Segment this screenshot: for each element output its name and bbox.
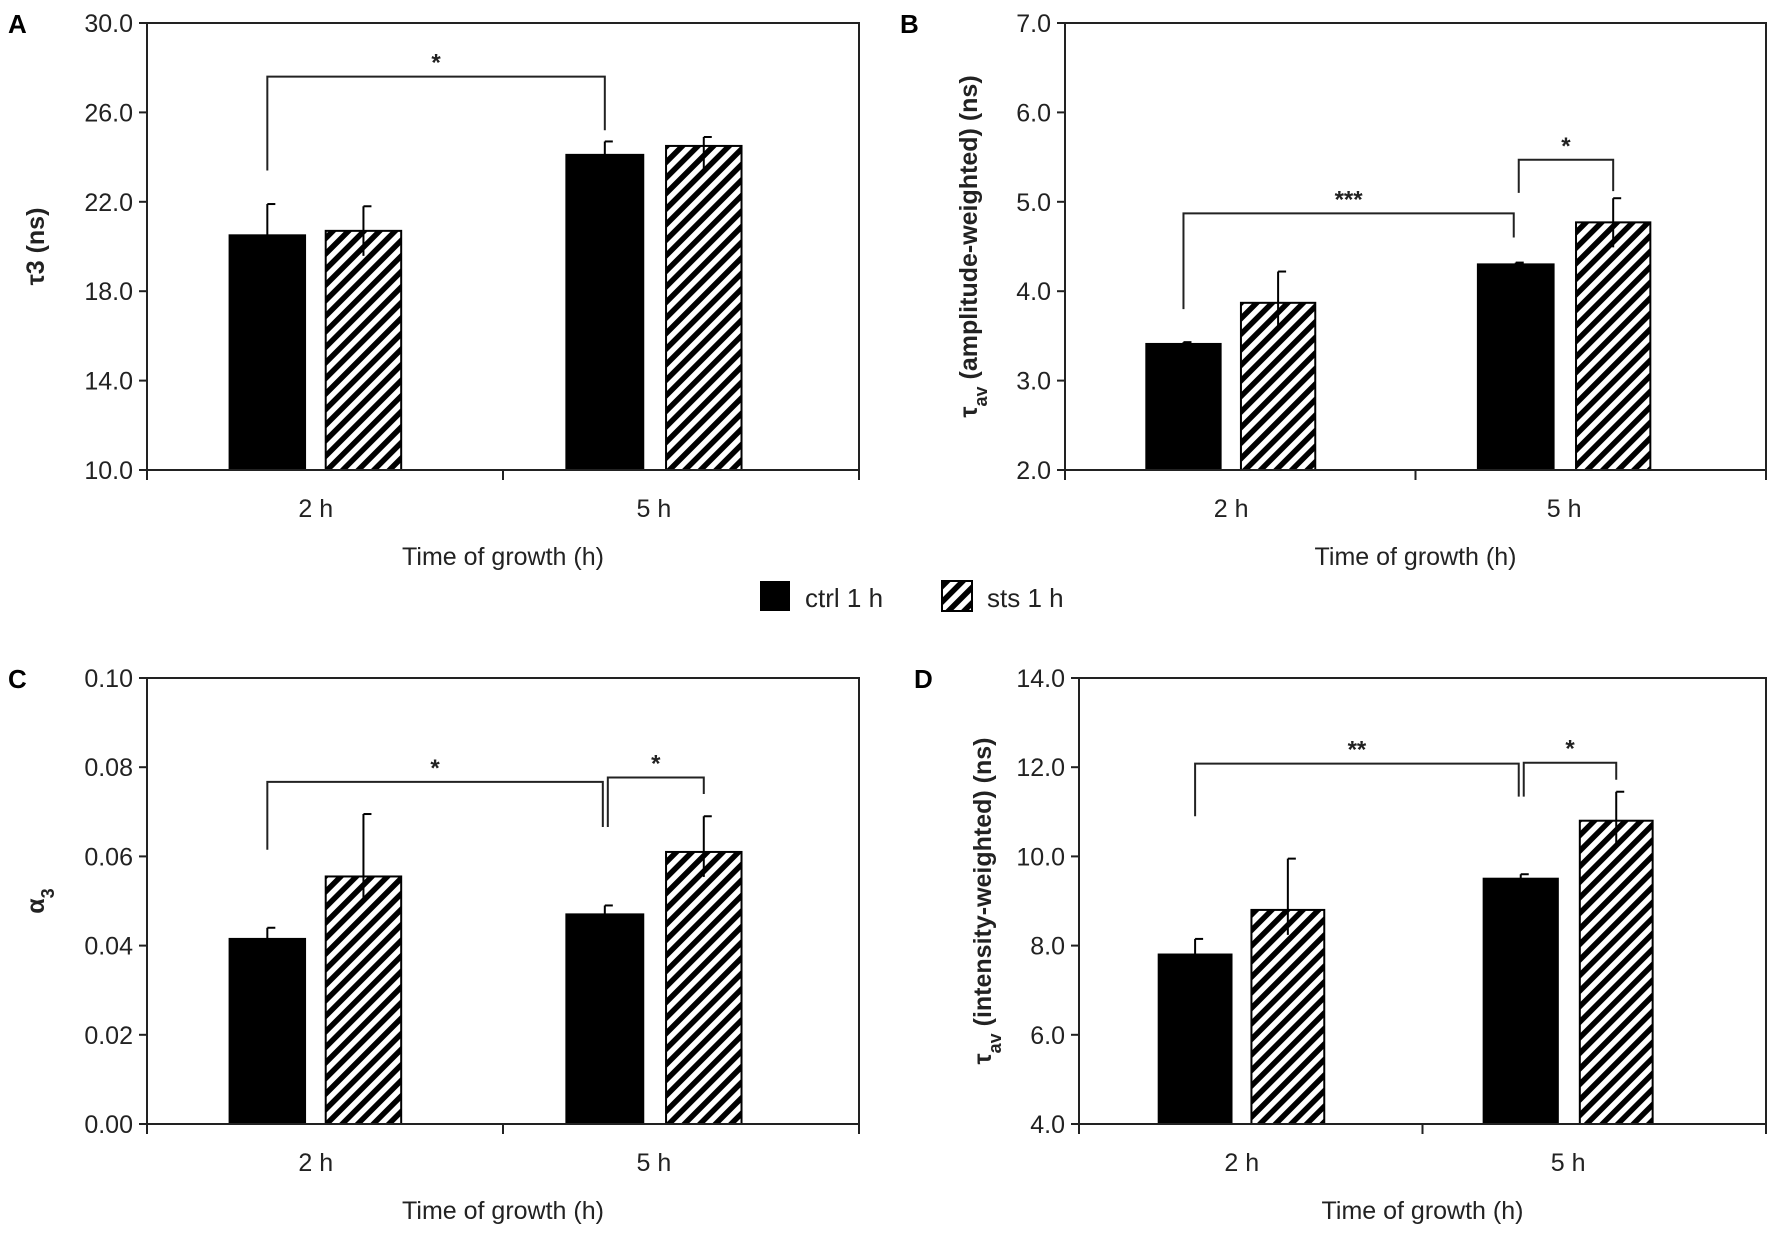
bar-ctrl-5h — [565, 913, 645, 1125]
significance-bracket — [606, 776, 705, 827]
y-label-unit: (intensity-weighted) (ns) — [969, 737, 997, 1033]
legend-swatch-ctrl — [760, 581, 790, 611]
bar-sts-2h — [1250, 908, 1326, 1125]
significance-label: * — [431, 50, 441, 77]
panel-b: 2.0 3.0 4.0 5.0 6.0 7.0 2 h 5 h Time of growth (… — [900, 9, 1767, 571]
y-axis-label: α3 — [22, 888, 58, 913]
x-tick-label: 2 h — [1224, 1149, 1259, 1177]
bar-sts-2h — [324, 229, 403, 471]
x-axis-label: Time of growth (h) — [1322, 1197, 1524, 1225]
y-tick-label: 6.0 — [1016, 99, 1051, 127]
y-tick-label: 6.0 — [1030, 1022, 1065, 1050]
y-tick-label: 10.0 — [84, 457, 133, 485]
significance-label: * — [1561, 133, 1571, 160]
y-tick-label: 0.00 — [84, 1111, 133, 1139]
y-tick-label: 4.0 — [1030, 1111, 1065, 1139]
bar-ctrl-5h — [1482, 877, 1559, 1126]
legend-swatch-sts — [941, 580, 973, 612]
x-tick-label: 5 h — [1551, 1149, 1586, 1177]
significance-label: * — [430, 755, 440, 782]
x-tick-label: 5 h — [1547, 495, 1582, 523]
bar-ctrl-2h — [228, 234, 307, 471]
x-tick-label: 2 h — [298, 1149, 333, 1177]
panel-d: 4.0 6.0 8.0 10.0 12.0 14.0 2 h 5 h Time of growt… — [914, 664, 1767, 1225]
panel-letter: C — [8, 664, 27, 694]
y-label-unit: (amplitude-weighted) (ns) — [955, 75, 983, 386]
y-tick-label: 0.04 — [84, 933, 133, 961]
bar-ctrl-5h — [1476, 263, 1555, 471]
bar-sts-5h — [1575, 221, 1652, 471]
y-tick-label: 2.0 — [1016, 457, 1051, 485]
y-tick-label: 10.0 — [1016, 843, 1065, 871]
y-tick-label: 22.0 — [84, 189, 133, 217]
y-tick-label: 4.0 — [1016, 278, 1051, 306]
significance-bracket — [266, 75, 606, 171]
y-tick-label: 26.0 — [84, 99, 133, 127]
y-tick-label: 18.0 — [84, 278, 133, 306]
significance-bracket — [1517, 158, 1615, 193]
significance-label: * — [651, 750, 661, 777]
bar-ctrl-2h — [228, 937, 307, 1125]
x-tick-label: 2 h — [298, 495, 333, 523]
y-tick-label: 3.0 — [1016, 368, 1051, 396]
y-label-subscript: av — [971, 386, 991, 406]
panel-letter: A — [8, 9, 27, 39]
y-tick-label: 7.0 — [1016, 10, 1051, 38]
y-tick-label: 12.0 — [1016, 754, 1065, 782]
significance-bracket — [1194, 762, 1520, 817]
legend-label-ctrl: ctrl 1 h — [805, 583, 883, 613]
x-tick-label: 2 h — [1214, 495, 1249, 523]
bar-sts-2h — [1239, 301, 1317, 471]
bar-ctrl-2h — [1157, 953, 1233, 1126]
bar-sts-5h — [665, 144, 743, 472]
y-tick-label: 0.06 — [84, 843, 133, 871]
x-tick-label: 5 h — [637, 495, 672, 523]
bar-sts-5h — [1578, 819, 1654, 1125]
significance-label: ** — [1348, 737, 1367, 764]
panel-letter: B — [900, 9, 919, 39]
x-axis-label: Time of growth (h) — [1315, 543, 1517, 571]
bar-ctrl-5h — [565, 153, 645, 472]
y-tick-label: 0.02 — [84, 1022, 133, 1050]
panel-c: 0.00 0.02 0.04 0.06 0.08 0.10 2 h 5 h Time of gr… — [8, 664, 860, 1225]
significance-bracket — [1522, 761, 1618, 797]
y-label-subscript: av — [985, 1033, 1005, 1053]
y-label-subscript: 3 — [38, 888, 58, 898]
significance-label: * — [1565, 736, 1575, 763]
y-tick-label: 0.10 — [84, 665, 133, 693]
x-axis-label: Time of growth (h) — [402, 543, 604, 571]
y-tick-label: 30.0 — [84, 10, 133, 38]
y-tick-label: 14.0 — [1016, 665, 1065, 693]
legend: ctrl 1 h sts 1 h — [760, 580, 1064, 613]
y-tick-label: 5.0 — [1016, 189, 1051, 217]
y-axis-label: τ3 (ns) — [22, 208, 50, 286]
x-tick-label: 5 h — [637, 1149, 672, 1177]
y-axis-label: τav (intensity-weighted) (ns) — [969, 737, 1005, 1064]
y-tick-label: 0.08 — [84, 754, 133, 782]
bar-sts-2h — [324, 875, 403, 1125]
significance-label: *** — [1335, 186, 1364, 213]
y-label-symbol: τ — [955, 406, 983, 417]
significance-bracket — [266, 780, 604, 850]
y-label-symbol: τ — [969, 1053, 997, 1064]
panel-letter: D — [914, 664, 933, 694]
bar-ctrl-2h — [1145, 342, 1222, 472]
legend-label-sts: sts 1 h — [987, 583, 1064, 613]
y-tick-label: 14.0 — [84, 368, 133, 396]
x-axis-label: Time of growth (h) — [402, 1197, 604, 1225]
y-tick-label: 8.0 — [1030, 933, 1065, 961]
y-label-symbol: α — [22, 898, 50, 914]
y-axis-label: τav (amplitude-weighted) (ns) — [955, 75, 991, 417]
panel-a: 10.0 14.0 18.0 22.0 26.0 30.0 2 h 5 h Time of gr… — [8, 9, 860, 571]
bar-sts-5h — [665, 850, 743, 1125]
significance-bracket — [1182, 212, 1515, 310]
